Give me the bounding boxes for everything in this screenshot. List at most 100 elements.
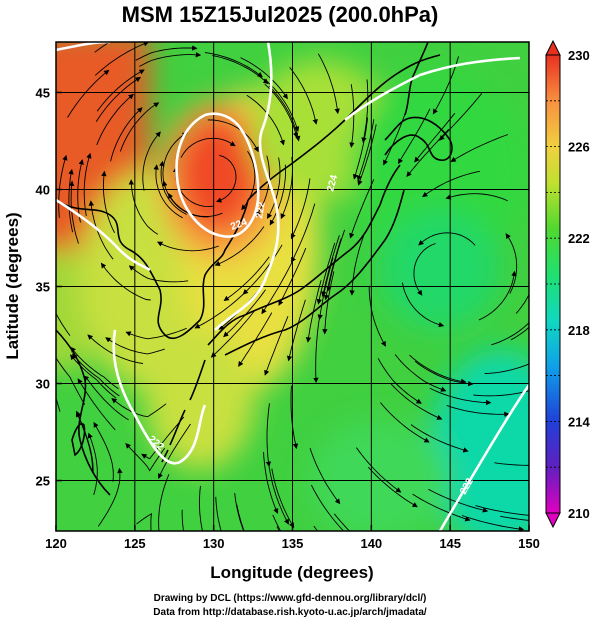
streamline bbox=[446, 404, 510, 417]
streamline bbox=[313, 319, 320, 384]
streamline bbox=[475, 505, 529, 516]
streamline bbox=[210, 310, 255, 358]
streamline bbox=[128, 179, 159, 235]
streamline bbox=[83, 375, 129, 421]
streamline bbox=[159, 160, 187, 215]
streamline bbox=[357, 124, 377, 186]
x-tick-label: 125 bbox=[124, 536, 146, 551]
streamline bbox=[414, 112, 456, 163]
streamline bbox=[58, 154, 68, 218]
streamline bbox=[500, 515, 529, 521]
colorbar-label: 222 bbox=[568, 231, 590, 246]
streamline bbox=[238, 312, 273, 367]
streamline bbox=[309, 448, 341, 505]
colorbar-ticks: 230 226 222 218 214 210 bbox=[546, 48, 590, 521]
colorbar: 230 226 222 218 214 210 bbox=[545, 39, 590, 529]
streamline bbox=[157, 423, 191, 480]
streamline bbox=[125, 443, 166, 472]
coastline-korea-china bbox=[56, 199, 249, 340]
streamline bbox=[97, 467, 123, 527]
streamline bbox=[214, 226, 265, 267]
colorbar-bottom-triangle bbox=[545, 512, 561, 529]
streamline bbox=[133, 42, 136, 43]
streamline bbox=[290, 385, 299, 450]
streamline bbox=[246, 94, 285, 146]
streamline bbox=[271, 468, 295, 529]
streamline bbox=[223, 256, 270, 302]
streamline bbox=[272, 514, 282, 531]
streamline bbox=[356, 119, 375, 182]
footer-line-data-source: Data from http://database.rish.kyoto-u.a… bbox=[153, 607, 427, 618]
streamline bbox=[289, 67, 318, 125]
colorbar-label: 226 bbox=[568, 140, 590, 155]
streamline bbox=[72, 353, 120, 397]
streamline bbox=[268, 464, 289, 525]
streamline bbox=[223, 289, 266, 338]
x-tick-label: 140 bbox=[360, 536, 382, 551]
streamline bbox=[349, 84, 355, 148]
streamline bbox=[413, 243, 436, 296]
streamline bbox=[255, 155, 270, 217]
colorbar-label: 210 bbox=[568, 506, 590, 521]
streamline bbox=[56, 350, 86, 405]
streamline bbox=[162, 180, 210, 218]
x-tick-label: 150 bbox=[518, 536, 540, 551]
streamline bbox=[199, 485, 203, 531]
streamline bbox=[204, 52, 263, 78]
streamline bbox=[333, 513, 351, 531]
streamline bbox=[461, 515, 525, 531]
streamline bbox=[317, 53, 340, 115]
streamline bbox=[397, 108, 431, 165]
streamline bbox=[70, 354, 117, 399]
coastline-japan-kyushu-honshu bbox=[207, 164, 401, 346]
streamline bbox=[356, 447, 402, 493]
streamline bbox=[87, 432, 98, 496]
streamline bbox=[136, 512, 152, 531]
streamline bbox=[141, 416, 185, 460]
x-tick-label: 120 bbox=[45, 536, 67, 551]
contour-labels: 224 224 222 222 222 bbox=[146, 173, 476, 496]
streamline bbox=[70, 346, 119, 390]
footer-credits: Drawing by DCL (https://www.gfd-dennou.o… bbox=[0, 592, 580, 620]
streamline bbox=[280, 156, 293, 220]
streamline bbox=[265, 403, 272, 467]
streamline bbox=[68, 168, 74, 233]
streamline bbox=[349, 179, 375, 239]
contour-label: 224 bbox=[325, 173, 340, 192]
colorbar-gradient bbox=[546, 55, 560, 513]
contour-line-trough bbox=[112, 329, 207, 465]
streamline bbox=[95, 76, 141, 123]
streamline bbox=[269, 164, 286, 226]
y-tick-label: 45 bbox=[36, 85, 50, 100]
isotach-contours bbox=[56, 42, 529, 531]
streamline bbox=[410, 424, 469, 453]
streamline bbox=[101, 170, 116, 234]
streamline bbox=[216, 154, 237, 203]
x-axis-ticks: 120 125 130 135 140 145 150 bbox=[45, 525, 540, 551]
streamline bbox=[142, 131, 161, 191]
streamline bbox=[286, 299, 306, 362]
streamline bbox=[236, 504, 245, 531]
streamline bbox=[450, 134, 509, 162]
y-axis-ticks: 25 30 35 40 45 bbox=[36, 85, 62, 489]
streamline bbox=[478, 270, 517, 321]
streamline bbox=[310, 484, 349, 531]
contour-label: 222 bbox=[254, 201, 268, 220]
streamline bbox=[316, 242, 336, 305]
streamline bbox=[401, 282, 445, 328]
streamline bbox=[135, 45, 198, 61]
streamline bbox=[290, 178, 311, 240]
streamline bbox=[128, 265, 189, 283]
x-tick-label: 135 bbox=[282, 536, 304, 551]
streamline bbox=[68, 180, 79, 244]
streamline bbox=[263, 451, 279, 514]
streamline bbox=[429, 387, 492, 406]
streamline bbox=[505, 233, 518, 294]
streamline bbox=[194, 291, 247, 329]
streamline bbox=[510, 326, 529, 341]
streamline bbox=[412, 493, 471, 522]
streamline bbox=[321, 235, 340, 297]
streamline bbox=[207, 119, 259, 153]
streamline bbox=[241, 150, 256, 211]
y-tick-label: 40 bbox=[36, 182, 50, 197]
